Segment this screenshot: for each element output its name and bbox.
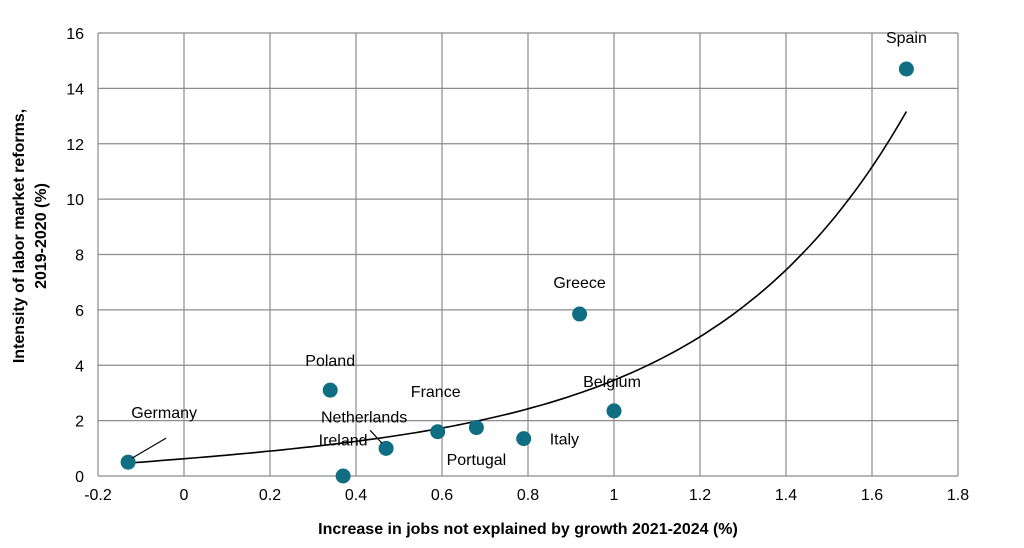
x-tick-label: 0.8 (517, 487, 539, 504)
data-points (120, 61, 914, 484)
y-tick-label: 2 (75, 414, 84, 431)
y-axis-title-line1: Intensity of labor market reforms, (11, 109, 28, 363)
y-tick-label: 6 (75, 303, 84, 320)
y-tick-label: 4 (75, 358, 84, 375)
data-point (898, 61, 914, 77)
x-axis-ticks: -0.2 0 0.2 0.4 0.6 0.8 1 1.2 1.4 1.6 1.8 (84, 487, 969, 504)
point-label: Belgium (583, 374, 641, 391)
data-point (468, 420, 484, 436)
point-label: Greece (553, 275, 606, 292)
y-axis-title-line2: 2019-2020 (%) (33, 183, 50, 289)
point-label: Germany (131, 405, 197, 422)
data-point (120, 454, 136, 470)
point-label: Netherlands (321, 409, 407, 426)
point-label: Portugal (447, 452, 507, 469)
point-label: Poland (305, 353, 355, 370)
y-tick-label: 8 (75, 248, 84, 265)
y-tick-label: 14 (66, 81, 84, 98)
data-point (430, 424, 446, 440)
x-tick-label: 0 (180, 487, 189, 504)
x-tick-label: -0.2 (84, 487, 112, 504)
x-tick-label: 1.4 (775, 487, 797, 504)
x-tick-label: 0.4 (345, 487, 367, 504)
x-tick-label: 1.8 (947, 487, 969, 504)
label-leader-line (131, 437, 167, 459)
point-label: Spain (886, 30, 927, 47)
grid (97, 32, 959, 477)
y-tick-label: 16 (66, 26, 84, 43)
x-tick-label: 1.6 (861, 487, 883, 504)
label-leader-line (369, 429, 383, 444)
y-tick-label: 0 (75, 469, 84, 486)
y-tick-label: 12 (66, 137, 84, 154)
data-point (322, 382, 338, 398)
data-point (335, 468, 351, 484)
y-tick-label: 10 (66, 192, 84, 209)
data-point (378, 440, 394, 456)
x-tick-label: 0.6 (431, 487, 453, 504)
point-label: Ireland (319, 433, 368, 450)
trendline (128, 111, 908, 464)
x-tick-label: 0.2 (259, 487, 281, 504)
data-point (572, 306, 588, 322)
x-tick-label: 1.2 (689, 487, 711, 504)
data-point (516, 431, 532, 447)
data-point (606, 403, 622, 419)
point-label: Italy (550, 432, 579, 449)
x-tick-label: 1 (610, 487, 619, 504)
x-axis-title: Increase in jobs not explained by growth… (318, 521, 738, 538)
y-axis-ticks: 0 2 4 6 8 10 12 14 16 (66, 26, 84, 486)
point-label: France (411, 384, 461, 401)
